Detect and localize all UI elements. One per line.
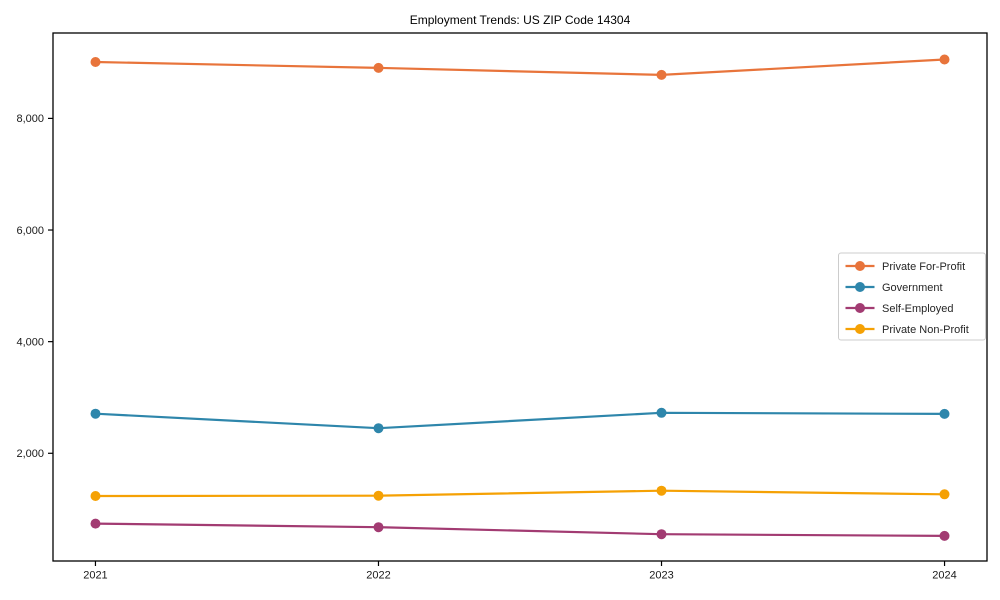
data-point-3-1 — [373, 490, 384, 501]
data-point-1-2 — [656, 407, 667, 418]
series-line-3 — [94, 489, 946, 498]
legend: Private For-Profit Government Self-Employe… — [838, 252, 986, 341]
data-point-0-1 — [373, 62, 384, 73]
series-line-1 — [94, 411, 946, 430]
data-point-2-0 — [90, 518, 101, 529]
data-point-1-3 — [939, 408, 950, 419]
legend-label-3: Private Non-Profit — [882, 324, 969, 336]
chart-title: Employment Trends: US ZIP Code 14304 — [410, 13, 631, 27]
legend-label-2: Self-Employed — [882, 303, 954, 315]
series-line-2 — [94, 522, 946, 538]
data-point-0-3 — [939, 54, 950, 65]
legend-marker-1 — [855, 282, 865, 292]
data-point-0-0 — [90, 57, 101, 67]
x-tick-label-2: 2023 — [649, 570, 673, 582]
legend-label-1: Government — [882, 282, 943, 294]
x-tick-label-0: 2021 — [83, 570, 107, 582]
legend-label-0: Private For-Profit — [882, 261, 965, 273]
x-tick-label-1: 2022 — [366, 570, 390, 582]
data-point-0-2 — [656, 69, 667, 80]
legend-marker-0 — [855, 261, 865, 271]
y-tick-label-3: 8,000 — [16, 113, 44, 125]
data-point-1-0 — [90, 408, 101, 419]
plot-border — [52, 32, 988, 562]
data-point-3-2 — [656, 485, 667, 496]
data-point-1-1 — [373, 423, 384, 434]
legend-marker-2 — [855, 303, 865, 313]
data-point-2-1 — [373, 522, 384, 533]
y-tick-label-0: 2,000 — [16, 448, 44, 460]
axes: 2,000 4,000 6,000 8,000 2021 2022 2023 2024 — [16, 32, 988, 582]
y-tick-label-1: 4,000 — [16, 336, 44, 348]
data-point-2-3 — [939, 530, 950, 541]
series-lines — [90, 54, 950, 541]
legend-marker-3 — [855, 324, 865, 334]
x-tick-label-3: 2024 — [932, 570, 956, 582]
series-line-0 — [94, 58, 946, 77]
legend-box — [838, 252, 986, 341]
y-tick-label-2: 6,000 — [16, 225, 44, 237]
data-point-3-0 — [90, 491, 101, 501]
data-point-2-2 — [656, 529, 667, 540]
data-point-3-3 — [939, 489, 950, 500]
